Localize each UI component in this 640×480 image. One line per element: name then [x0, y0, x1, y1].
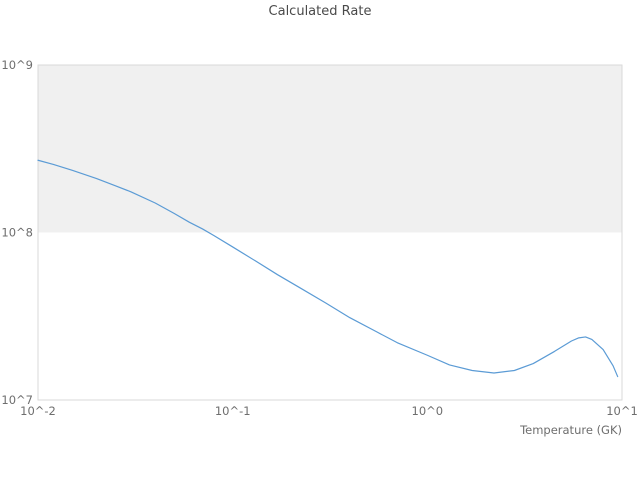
y-tick-label: 10^9	[1, 58, 33, 72]
series-line-calculated-rate	[37, 159, 619, 378]
x-tick-label: 10^-2	[20, 404, 56, 418]
x-axis-label: Temperature (GK)	[520, 423, 622, 437]
chart-title: Calculated Rate	[268, 4, 372, 19]
plot-border	[37, 64, 623, 401]
x-tick-label: 10^-1	[215, 404, 251, 418]
x-tick-label: 10^1	[606, 404, 638, 418]
y-tick-label: 10^7	[1, 393, 33, 407]
log-band	[38, 65, 622, 233]
y-tick-label: 10^8	[1, 226, 33, 240]
x-tick-label: 10^0	[412, 404, 444, 418]
